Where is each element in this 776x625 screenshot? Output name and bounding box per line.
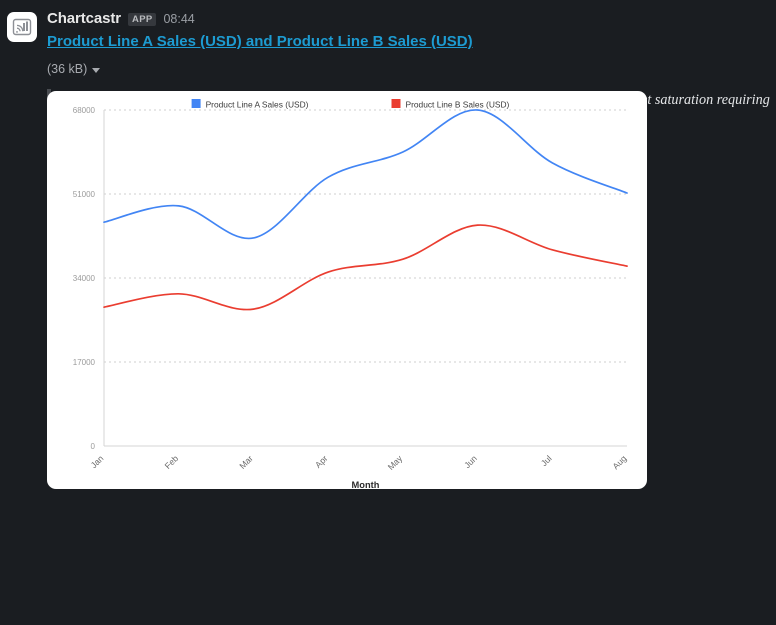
file-size-toggle[interactable]: (36 kB) <box>47 62 101 76</box>
x-tick-label: Aug <box>611 453 629 471</box>
x-tick-label: May <box>386 453 405 472</box>
y-tick-label: 51000 <box>73 190 96 199</box>
legend-item[interactable]: Product Line A Sales (USD) <box>191 99 309 109</box>
legend-swatch <box>191 99 201 108</box>
file-size-label: (36 kB) <box>47 62 88 76</box>
series-line <box>103 109 628 240</box>
line-chart: Product Line A Sales (USD) Product Line B… <box>73 99 629 489</box>
app-avatar <box>7 12 37 42</box>
series-line <box>103 224 628 311</box>
chartcastr-logo-icon <box>12 18 32 36</box>
x-tick-label: Jul <box>539 453 554 468</box>
y-tick-label: 34000 <box>73 274 96 283</box>
chart-attachment-card[interactable]: Product Line A Sales (USD) Product Line B… <box>47 91 647 489</box>
y-tick-label: 0 <box>91 442 96 451</box>
x-tick-label: Feb <box>163 453 181 471</box>
chevron-down-icon[interactable] <box>92 67 101 73</box>
message-author[interactable]: Chartcastr <box>47 10 122 27</box>
legend-swatch <box>391 99 401 108</box>
app-badge: APP <box>128 12 157 26</box>
slack-message: Chartcastr APP 08:44 Product Line A Sale… <box>0 0 776 489</box>
x-tick-label: Jan <box>89 453 106 470</box>
file-title-link[interactable]: Product Line A Sales (USD) and Product L… <box>47 33 473 50</box>
message-timestamp[interactable]: 08:44 <box>163 12 195 26</box>
y-tick-label: 68000 <box>73 106 96 115</box>
y-tick-label: 17000 <box>73 358 96 367</box>
legend-item[interactable]: Product Line B Sales (USD) <box>391 99 510 109</box>
x-axis-title: Month <box>352 480 380 489</box>
x-tick-label: Mar <box>237 453 255 471</box>
message-header: Chartcastr APP 08:44 <box>47 10 776 30</box>
x-tick-label: Apr <box>313 453 330 470</box>
legend-label: Product Line B Sales (USD) <box>406 99 510 109</box>
x-tick-label: Jun <box>462 453 479 470</box>
legend-label: Product Line A Sales (USD) <box>206 99 309 109</box>
